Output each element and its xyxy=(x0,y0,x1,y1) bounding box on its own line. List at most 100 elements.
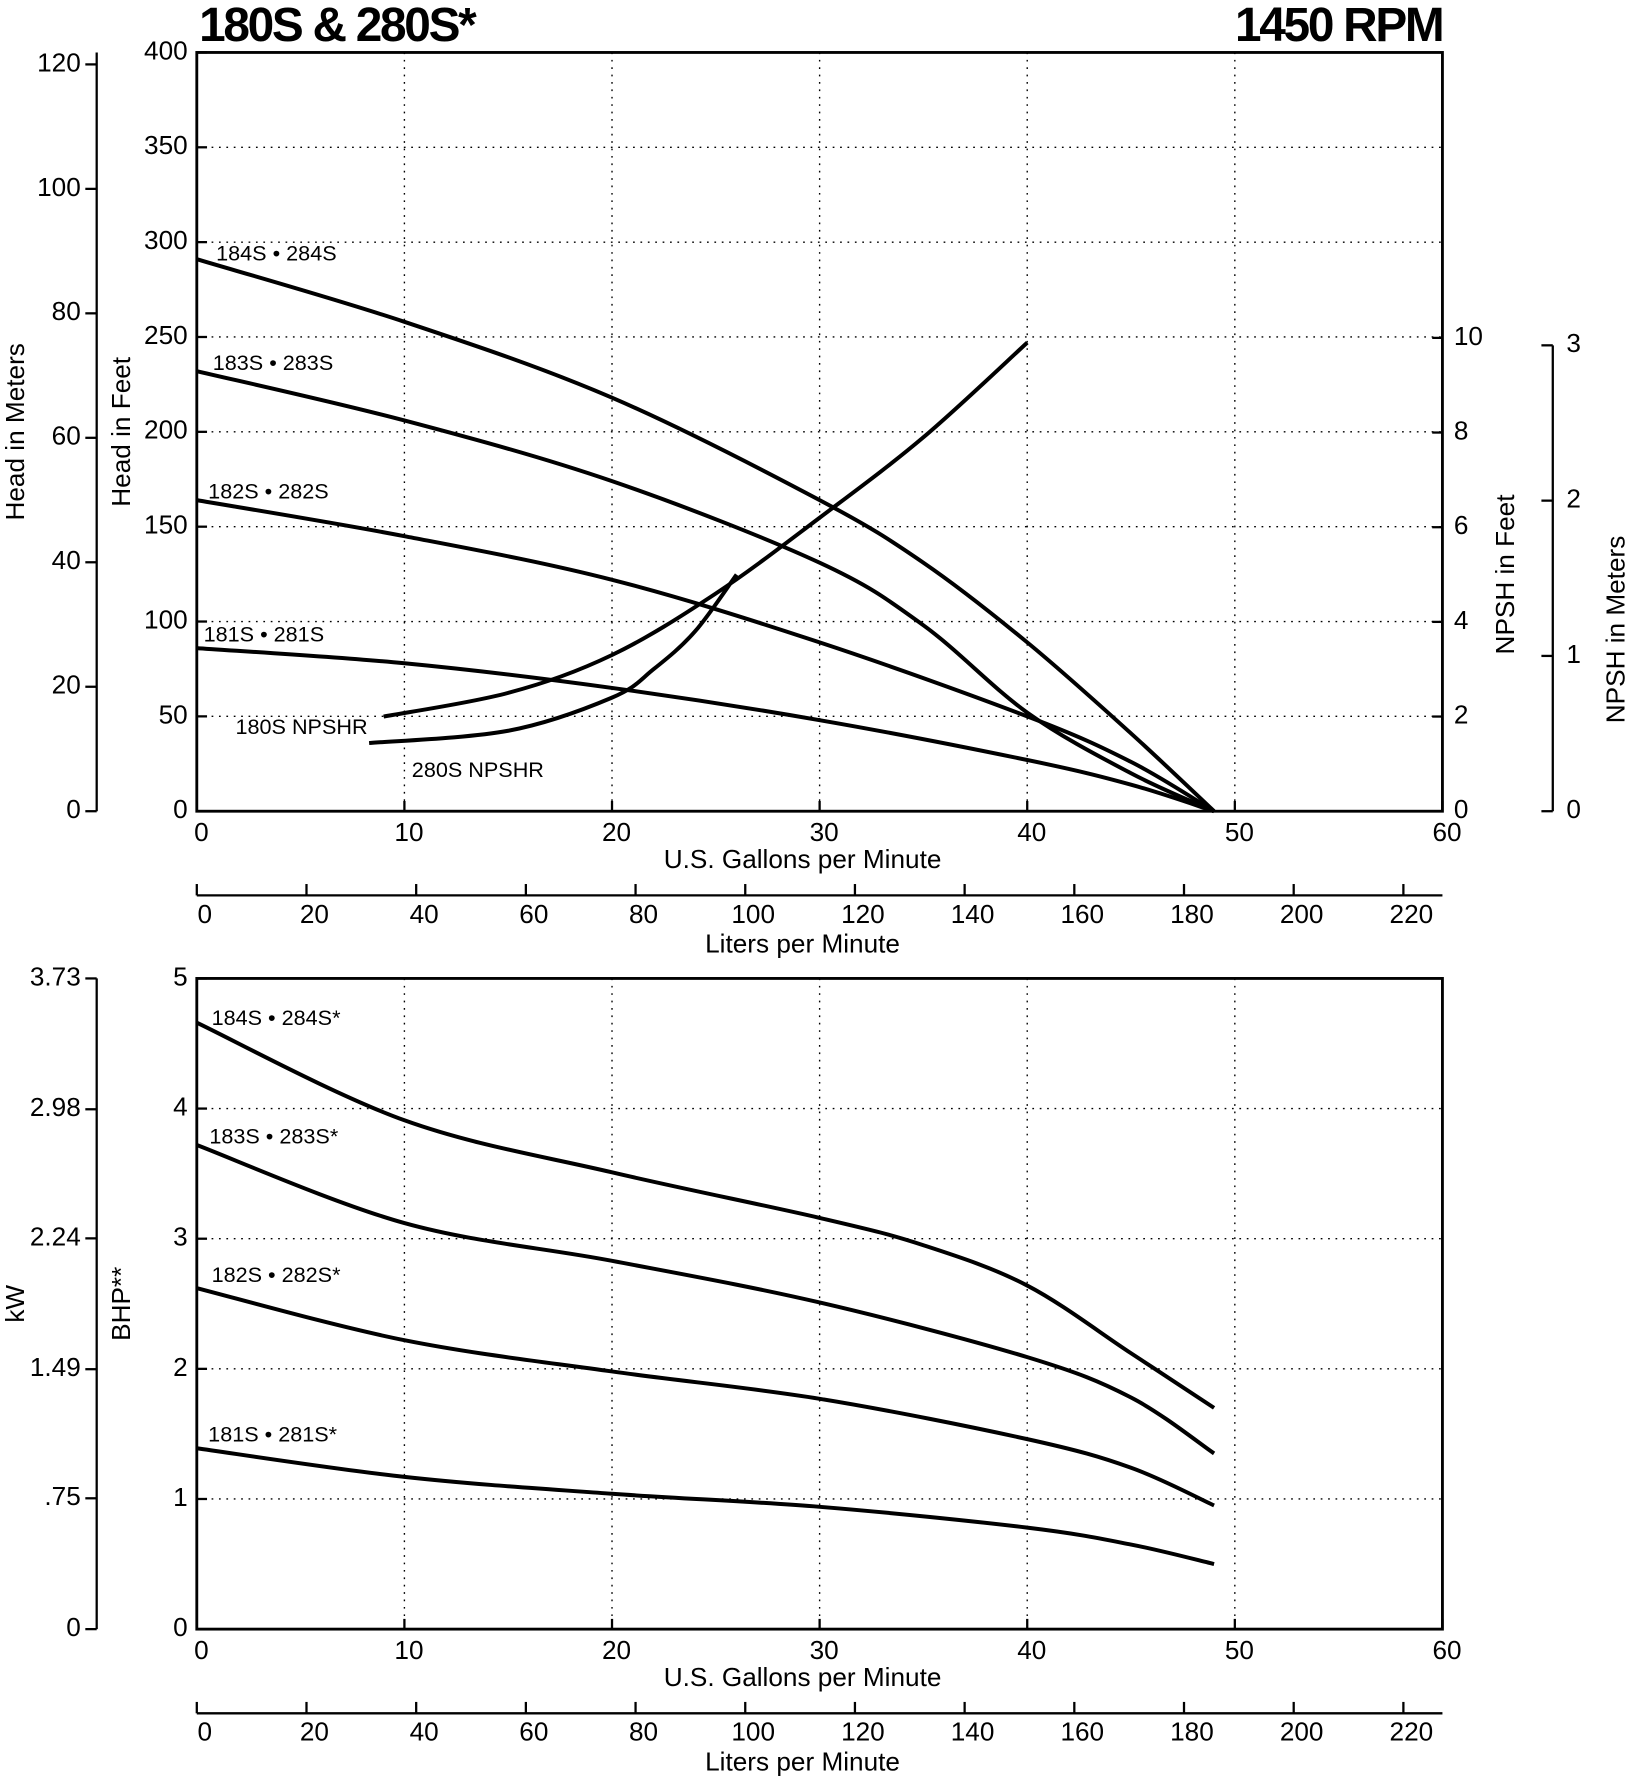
y-tick-label: 0 xyxy=(173,1612,188,1642)
npsh-meters-tick-label: 0 xyxy=(1566,794,1581,824)
meters-tick-label: 3.73 xyxy=(30,961,81,991)
y-tick-label: 300 xyxy=(144,225,188,255)
x-tick-label: 10 xyxy=(394,1635,423,1665)
x-tick-label: 30 xyxy=(810,1635,839,1665)
series-label: 181S • 281S* xyxy=(208,1421,338,1446)
y-tick-label: 4 xyxy=(173,1091,188,1121)
x-tick-label: 40 xyxy=(1017,817,1046,847)
lpm-tick-label: 180 xyxy=(1170,1717,1214,1747)
lpm-tick-label: 200 xyxy=(1280,1717,1324,1747)
lpm-tick-label: 120 xyxy=(841,899,885,929)
x-tick-label: 20 xyxy=(602,817,631,847)
npsh-meters-tick-label: 3 xyxy=(1566,328,1581,358)
meters-tick-label: 2.98 xyxy=(30,1092,81,1122)
npsh-meters-axis-label: NPSH in Meters xyxy=(1601,536,1629,724)
y-tick-label: 0 xyxy=(173,794,188,824)
lpm-tick-label: 40 xyxy=(410,899,439,929)
series-label: 181S • 281S xyxy=(204,622,325,647)
meters-tick-label: 80 xyxy=(52,296,81,326)
series-label: 280S NPSHR xyxy=(412,757,544,782)
meters-tick-label: 120 xyxy=(37,47,81,77)
y-tick-label: 1 xyxy=(173,1482,188,1512)
lpm-tick-label: 80 xyxy=(629,1717,658,1747)
y-axis-label: Head in Feet xyxy=(106,356,136,506)
lpm-tick-label: 220 xyxy=(1390,899,1434,929)
meters-tick-label: 0 xyxy=(66,1612,81,1642)
series-label: 184S • 284S* xyxy=(212,1005,342,1030)
series-label: 184S • 284S xyxy=(216,241,337,266)
x-tick-label: 20 xyxy=(602,1635,631,1665)
lpm-tick-label: 140 xyxy=(951,899,995,929)
series-line xyxy=(196,1446,1215,1566)
x-tick-label: 40 xyxy=(1017,1635,1046,1665)
meters-tick-label: 40 xyxy=(52,545,81,575)
lpm-tick-label: 20 xyxy=(300,899,329,929)
npsh-meters-tick-label: 1 xyxy=(1566,639,1581,669)
meters-tick-label: 0 xyxy=(66,794,81,824)
series-line xyxy=(196,646,1215,814)
x-axis-label: U.S. Gallons per Minute xyxy=(664,844,942,874)
x-tick-label: 30 xyxy=(810,817,839,847)
lpm-tick-label: 160 xyxy=(1060,899,1104,929)
meters-tick-label: 60 xyxy=(52,421,81,451)
lpm-tick-label: 160 xyxy=(1060,1717,1104,1747)
lpm-tick-label: 100 xyxy=(731,1717,775,1747)
meters-tick-label: 2.24 xyxy=(30,1221,81,1251)
y2-tick-label: 6 xyxy=(1454,510,1469,540)
npsh-meters-tick-label: 2 xyxy=(1566,484,1581,514)
lpm-tick-label: 80 xyxy=(629,899,658,929)
meters-tick-label: .75 xyxy=(44,1481,80,1511)
series-label: 180S NPSHR xyxy=(235,714,367,739)
series-line xyxy=(195,1020,1216,1410)
lpm-tick-label: 120 xyxy=(841,1717,885,1747)
meters-tick-label: 100 xyxy=(37,172,81,202)
y-tick-label: 350 xyxy=(144,130,188,160)
y2-tick-label: 10 xyxy=(1454,321,1483,351)
lpm-tick-label: 60 xyxy=(519,899,548,929)
lpm-tick-label: 140 xyxy=(951,1717,995,1747)
y2-tick-label: 8 xyxy=(1454,415,1469,445)
y-tick-label: 3 xyxy=(173,1222,188,1252)
lpm-axis-label: Liters per Minute xyxy=(705,928,900,958)
y-tick-label: 2 xyxy=(173,1352,188,1382)
chart-title: 180S & 280S* xyxy=(199,0,477,52)
x-tick-label: 0 xyxy=(194,1635,209,1665)
series-line xyxy=(196,1286,1215,1508)
y2-tick-label: 2 xyxy=(1454,699,1469,729)
lpm-tick-label: 200 xyxy=(1280,899,1324,929)
lpm-tick-label: 40 xyxy=(410,1717,439,1747)
y-tick-label: 50 xyxy=(159,699,188,729)
series-label: 183S • 283S xyxy=(213,350,334,375)
meters-axis-label: Head in Meters xyxy=(0,343,30,520)
y-axis-label: BHP** xyxy=(106,1267,136,1341)
lpm-tick-label: 180 xyxy=(1170,899,1214,929)
y-tick-label: 200 xyxy=(144,415,188,445)
lpm-tick-label: 0 xyxy=(197,1717,212,1747)
y-tick-label: 100 xyxy=(144,604,188,634)
series-line xyxy=(368,573,739,746)
series-line xyxy=(383,341,1029,719)
y2-tick-label: 4 xyxy=(1454,605,1469,635)
series-line xyxy=(196,257,1216,813)
series-label: 183S • 283S* xyxy=(209,1123,339,1148)
meters-tick-label: 20 xyxy=(52,670,81,700)
series-label: 182S • 282S xyxy=(208,478,329,503)
x-tick-label: 60 xyxy=(1432,817,1461,847)
y-tick-label: 250 xyxy=(144,320,188,350)
x-tick-label: 10 xyxy=(394,817,423,847)
lpm-axis-label: Liters per Minute xyxy=(705,1746,900,1776)
chart-subtitle: 1450 RPM xyxy=(1235,0,1442,52)
lpm-tick-label: 100 xyxy=(731,899,775,929)
lpm-tick-label: 20 xyxy=(300,1717,329,1747)
series-line xyxy=(196,369,1215,814)
lpm-tick-label: 60 xyxy=(519,1717,548,1747)
y-tick-label: 150 xyxy=(144,510,188,540)
series-line xyxy=(196,1143,1216,1456)
y-tick-label: 400 xyxy=(144,35,188,65)
y-tick-label: 5 xyxy=(173,961,188,991)
series-label: 182S • 282S* xyxy=(212,1262,342,1287)
x-axis-label: U.S. Gallons per Minute xyxy=(664,1662,942,1692)
x-tick-label: 0 xyxy=(194,817,209,847)
lpm-tick-label: 220 xyxy=(1390,1717,1434,1747)
